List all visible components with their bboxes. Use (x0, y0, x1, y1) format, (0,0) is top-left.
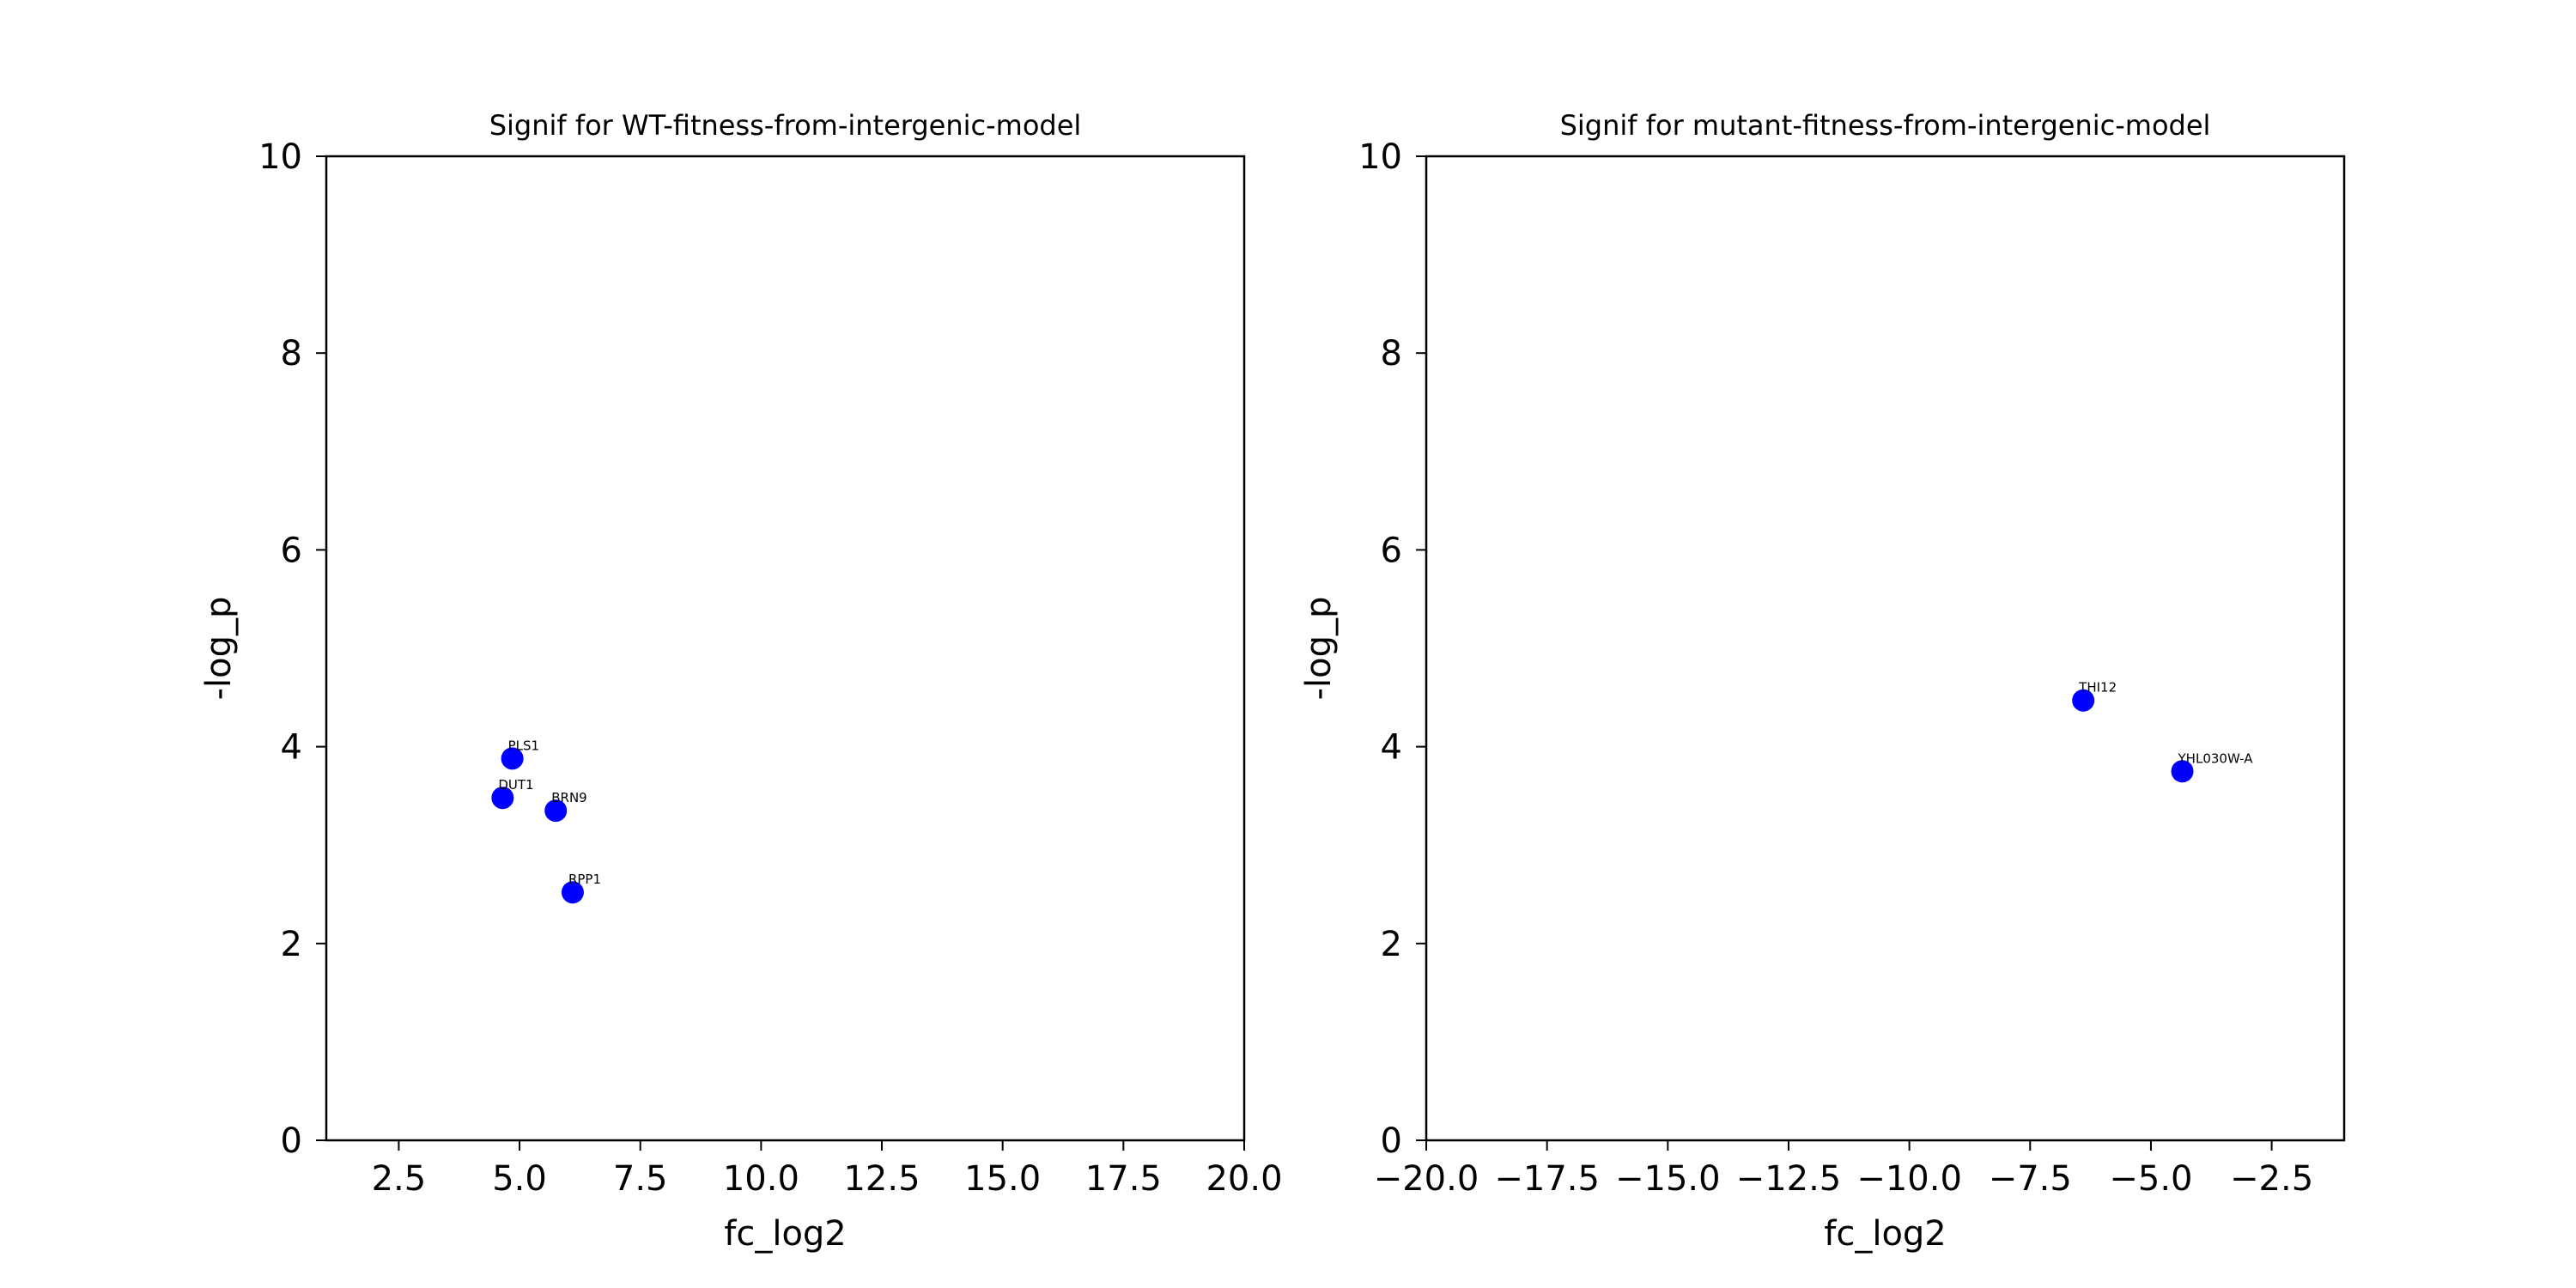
data-point (501, 747, 524, 770)
x-tick-label: −20.0 (1374, 1159, 1479, 1199)
chart-title: Signif for mutant-fitness-from-intergeni… (1560, 109, 2211, 142)
x-tick-label: 15.0 (964, 1159, 1041, 1199)
data-point (2171, 760, 2194, 783)
chart-mutant-fitness: Signif for mutant-fitness-from-intergeni… (1299, 109, 2346, 1254)
chart-wt-fitness: Signif for WT-fitness-from-intergenic-mo… (199, 109, 1283, 1254)
y-tick-label: 4 (281, 728, 302, 768)
x-tick-label: 20.0 (1206, 1159, 1282, 1199)
x-tick-label: −5.0 (2109, 1159, 2192, 1199)
x-tick-label: 5.0 (492, 1159, 547, 1199)
y-tick-label: 8 (1381, 334, 1402, 374)
chart-title: Signif for WT-fitness-from-intergenic-mo… (489, 109, 1082, 142)
x-tick-label: −12.5 (1736, 1159, 1842, 1199)
point-label: DUT1 (498, 777, 533, 793)
x-tick-label: −15.0 (1615, 1159, 1721, 1199)
point-label: YHL030W-A (2178, 750, 2254, 766)
x-tick-label: 12.5 (843, 1159, 920, 1199)
point-label: THI12 (2078, 680, 2117, 696)
x-tick-label: −2.5 (2230, 1159, 2313, 1199)
y-tick-label: 6 (1381, 531, 1402, 570)
data-point (544, 799, 568, 823)
y-axis-label: -log_p (199, 597, 239, 701)
x-axis-label: fc_log2 (724, 1214, 847, 1254)
point-label: PLS1 (508, 738, 539, 753)
point-label: BRN9 (551, 790, 586, 805)
axes-frame (325, 155, 1246, 1142)
y-tick-label: 6 (281, 531, 302, 570)
axes-frame (1425, 155, 2346, 1142)
x-tick-label: 7.5 (613, 1159, 668, 1199)
y-tick-label: 0 (281, 1121, 302, 1161)
x-tick-label: 2.5 (372, 1159, 427, 1199)
y-axis-label: -log_p (1299, 597, 1339, 701)
data-point (491, 787, 514, 810)
y-tick-label: 10 (258, 137, 302, 177)
y-tick-label: 2 (1381, 925, 1402, 964)
point-label: RPP1 (568, 872, 601, 887)
x-tick-label: 10.0 (723, 1159, 799, 1199)
x-tick-label: 17.5 (1085, 1159, 1162, 1199)
x-tick-label: −17.5 (1494, 1159, 1600, 1199)
y-tick-label: 4 (1381, 728, 1402, 768)
y-tick-label: 0 (1381, 1121, 1402, 1161)
y-tick-label: 8 (281, 334, 302, 374)
x-tick-label: −7.5 (1989, 1159, 2072, 1199)
y-tick-label: 10 (1358, 137, 1402, 177)
y-tick-label: 2 (281, 925, 302, 964)
data-point (561, 881, 584, 904)
x-axis-label: fc_log2 (1824, 1214, 1947, 1254)
data-point (2072, 689, 2095, 712)
x-tick-label: −10.0 (1856, 1159, 1962, 1199)
